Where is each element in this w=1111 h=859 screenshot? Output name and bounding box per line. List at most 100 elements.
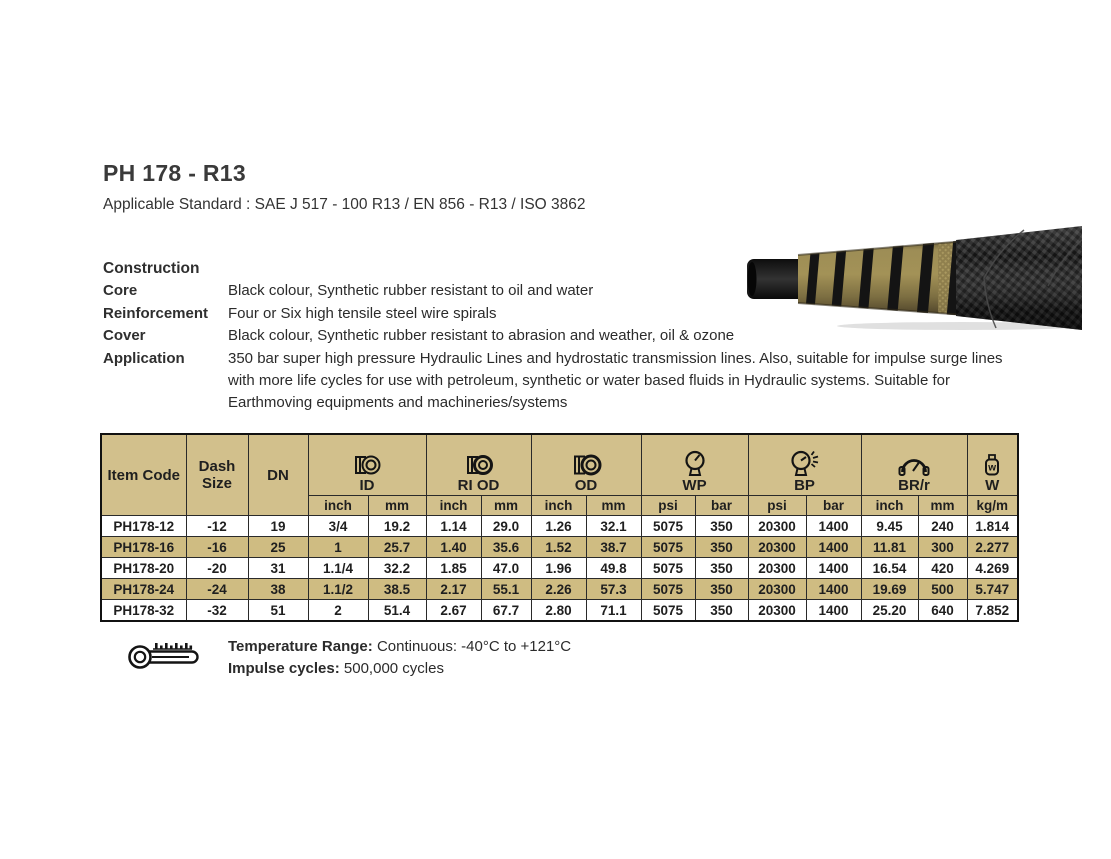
unit-header: psi (747, 495, 807, 516)
table-cell: 71.1 (585, 599, 642, 622)
table-cell: 2.277 (966, 536, 1019, 558)
temperature-range-line: Temperature Range: Continuous: -40°C to … (228, 636, 571, 658)
construction-label: Core (103, 282, 138, 300)
table-cell: 51.4 (367, 599, 427, 622)
table-cell: 5075 (640, 599, 696, 622)
table-cell: 350 (694, 536, 749, 558)
table-cell: 2 (307, 599, 369, 622)
table-cell: 19.2 (367, 515, 427, 537)
table-cell: 9.45 (860, 515, 919, 537)
table-cell: -20 (185, 557, 249, 579)
table-cell: 32.1 (585, 515, 642, 537)
table-cell: 20300 (747, 557, 807, 579)
table-cell: PH178-16 (100, 536, 187, 558)
hose-ri-od-icon (427, 453, 531, 477)
column-group-od: OD (530, 433, 642, 496)
unit-header: mm (585, 495, 642, 516)
table-cell: 25 (247, 536, 309, 558)
table-cell: 420 (917, 557, 968, 579)
table-cell: 1.814 (966, 515, 1019, 537)
table-cell: PH178-32 (100, 599, 187, 622)
column-group-ri-od: RI OD (425, 433, 532, 496)
table-row: PH178-12 -12 19 3/4 19.2 1.14 29.0 1.26 32.1 5075… (100, 515, 1019, 537)
table-cell: 20300 (747, 515, 807, 537)
construction-value: Four or Six high tensile steel wire spir… (228, 304, 497, 322)
table-cell: 5.747 (966, 578, 1019, 600)
table-cell: 350 (694, 515, 749, 537)
table-cell: 25.20 (860, 599, 919, 622)
table-cell: 20300 (747, 578, 807, 600)
unit-header: inch (307, 495, 369, 516)
table-cell: 1.52 (530, 536, 587, 558)
table-row: PH178-16 -16 25 1 25.7 1.40 35.6 1.52 38.7 5075 35… (100, 536, 1019, 558)
table-cell: 20300 (747, 536, 807, 558)
table-cell: 350 (694, 557, 749, 579)
column-group-w: w W (966, 433, 1019, 496)
unit-header: bar (805, 495, 862, 516)
table-cell: 32.2 (367, 557, 427, 579)
table-cell: 25.7 (367, 536, 427, 558)
impulse-cycles-value: 500,000 cycles (343, 660, 444, 678)
table-cell: 1.26 (530, 515, 587, 537)
unit-header: inch (860, 495, 919, 516)
table-cell: 5075 (640, 536, 696, 558)
construction-row-cover: Cover Black colour, Synthetic rubber res… (103, 325, 1028, 347)
construction-row-reinforcement: Reinforcement Four or Six high tensile s… (103, 303, 1028, 325)
table-cell: -16 (185, 536, 249, 558)
table-row: PH178-24 -24 38 1.1/2 38.5 2.17 55.1 2.26 57.3 50… (100, 578, 1019, 600)
temperature-range-value: Continuous: -40°C to +121°C (376, 638, 572, 655)
table-cell: 67.7 (480, 599, 532, 622)
table-row: PH178-20 -20 31 1.1/4 32.2 1.85 47.0 1.96 49.8 50… (100, 557, 1019, 579)
page-title: PH 178 - R13 (103, 160, 246, 186)
table-cell: 3/4 (307, 515, 369, 537)
thermometer-icon (126, 630, 206, 674)
table-cell: 47.0 (480, 557, 532, 579)
construction-value: Black colour, Synthetic rubber resistant… (228, 327, 735, 345)
unit-header: inch (425, 495, 482, 516)
table-cell: 1400 (805, 536, 862, 558)
table-cell: 4.269 (966, 557, 1019, 579)
applicable-standard: Applicable Standard : SAE J 517 - 100 R1… (103, 196, 586, 213)
footer-notes: Temperature Range: Continuous: -40°C to … (228, 636, 571, 681)
spec-table: Item Code Dash Size DN ID (100, 433, 1020, 622)
construction-value: Black colour, Synthetic rubber resistant… (228, 282, 594, 300)
table-cell: 1.40 (425, 536, 482, 558)
table-cell: -12 (185, 515, 249, 537)
table-cell: 7.852 (966, 599, 1019, 622)
table-cell: 5075 (640, 515, 696, 537)
table-cell: 11.81 (860, 536, 919, 558)
table-cell: 2.26 (530, 578, 587, 600)
temperature-range-label: Temperature Range: (228, 638, 373, 655)
burst-gauge-icon (749, 450, 861, 477)
column-header-dash-size: Dash Size (185, 433, 249, 516)
column-group-bp: BP (747, 433, 862, 496)
table-cell: 2.67 (425, 599, 482, 622)
construction-value: 350 bar super high pressure Hydraulic Li… (228, 349, 1003, 412)
table-cell: 1.96 (530, 557, 587, 579)
construction-heading: Construction (103, 260, 200, 277)
table-cell: 1.85 (425, 557, 482, 579)
weight-icon: w (968, 453, 1018, 477)
table-cell: PH178-12 (100, 515, 187, 537)
construction-label: Reinforcement (103, 304, 209, 322)
table-cell: PH178-24 (100, 578, 187, 600)
table-cell: 38 (247, 578, 309, 600)
table-cell: -24 (185, 578, 249, 600)
table-cell: 19 (247, 515, 309, 537)
table-cell: 55.1 (480, 578, 532, 600)
column-header-dn: DN (247, 433, 309, 516)
table-cell: 1.14 (425, 515, 482, 537)
pressure-gauge-icon (642, 450, 748, 477)
construction-label: Application (103, 349, 185, 367)
table-cell: 38.5 (367, 578, 427, 600)
table-cell: 640 (917, 599, 968, 622)
table-row: PH178-32 -32 51 2 51.4 2.67 67.7 2.80 71.1 5075 35… (100, 599, 1019, 622)
unit-header: mm (917, 495, 968, 516)
table-cell: 500 (917, 578, 968, 600)
table-cell: 2.17 (425, 578, 482, 600)
hose-id-icon (309, 453, 426, 477)
table-cell: 1400 (805, 599, 862, 622)
table-cell: 1 (307, 536, 369, 558)
table-cell: 1.1/4 (307, 557, 369, 579)
impulse-cycles-label: Impulse cycles: (228, 660, 340, 678)
